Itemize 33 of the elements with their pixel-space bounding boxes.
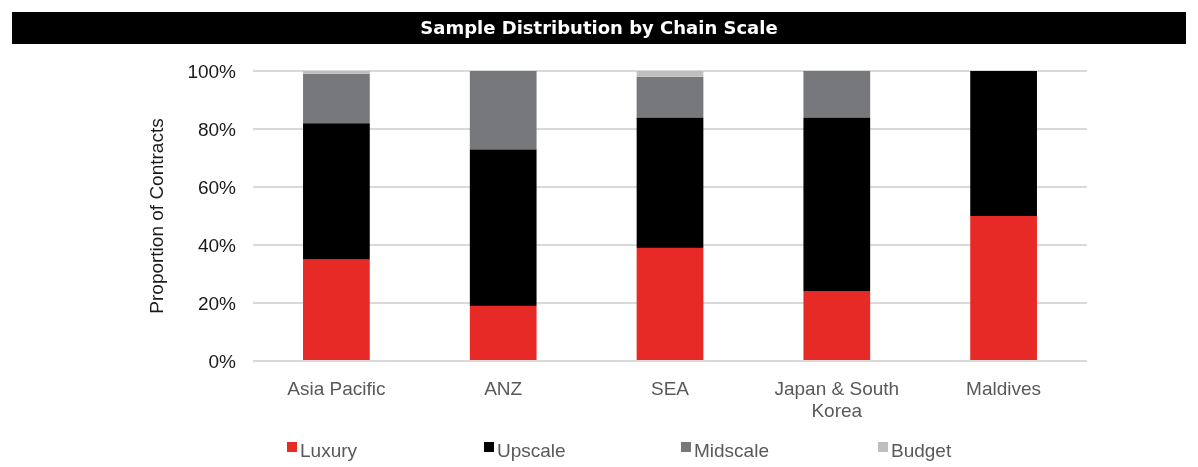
bar [803,117,871,292]
legend-label: Luxury [300,439,358,461]
bar [469,305,537,361]
y-tick-label: 20% [197,292,237,314]
bar [970,71,1037,216]
bar [636,71,704,77]
y-tick-label: 80% [197,118,237,140]
bar [803,71,871,118]
bar [303,123,370,260]
legend-label: Upscale [497,439,566,461]
bar [303,73,370,124]
y-tick-label: 100% [187,60,237,82]
y-tick-label: 60% [197,176,237,198]
y-tick-label: 0% [208,350,237,372]
chart-title: Sample Distribution by Chain Scale [420,17,778,38]
bar [636,76,704,118]
bar [469,149,537,306]
y-tick-label: 40% [197,234,237,256]
bar [636,117,704,248]
bar [970,216,1037,361]
x-tick-label: Maldives [966,378,1042,399]
x-tick-label: Japan & South Korea [774,378,900,421]
y-axis-title: Proportion of Contracts [146,118,167,314]
x-tick-label: Asia Pacific [287,378,386,399]
bar [636,247,704,361]
x-tick-label: SEA [650,378,690,399]
bar [469,71,537,150]
bar [303,259,370,361]
legend-label: Midscale [694,439,769,461]
x-tick-label: ANZ [484,378,523,399]
bar [303,71,370,74]
bar [803,291,871,361]
legend-label: Budget [891,439,952,461]
